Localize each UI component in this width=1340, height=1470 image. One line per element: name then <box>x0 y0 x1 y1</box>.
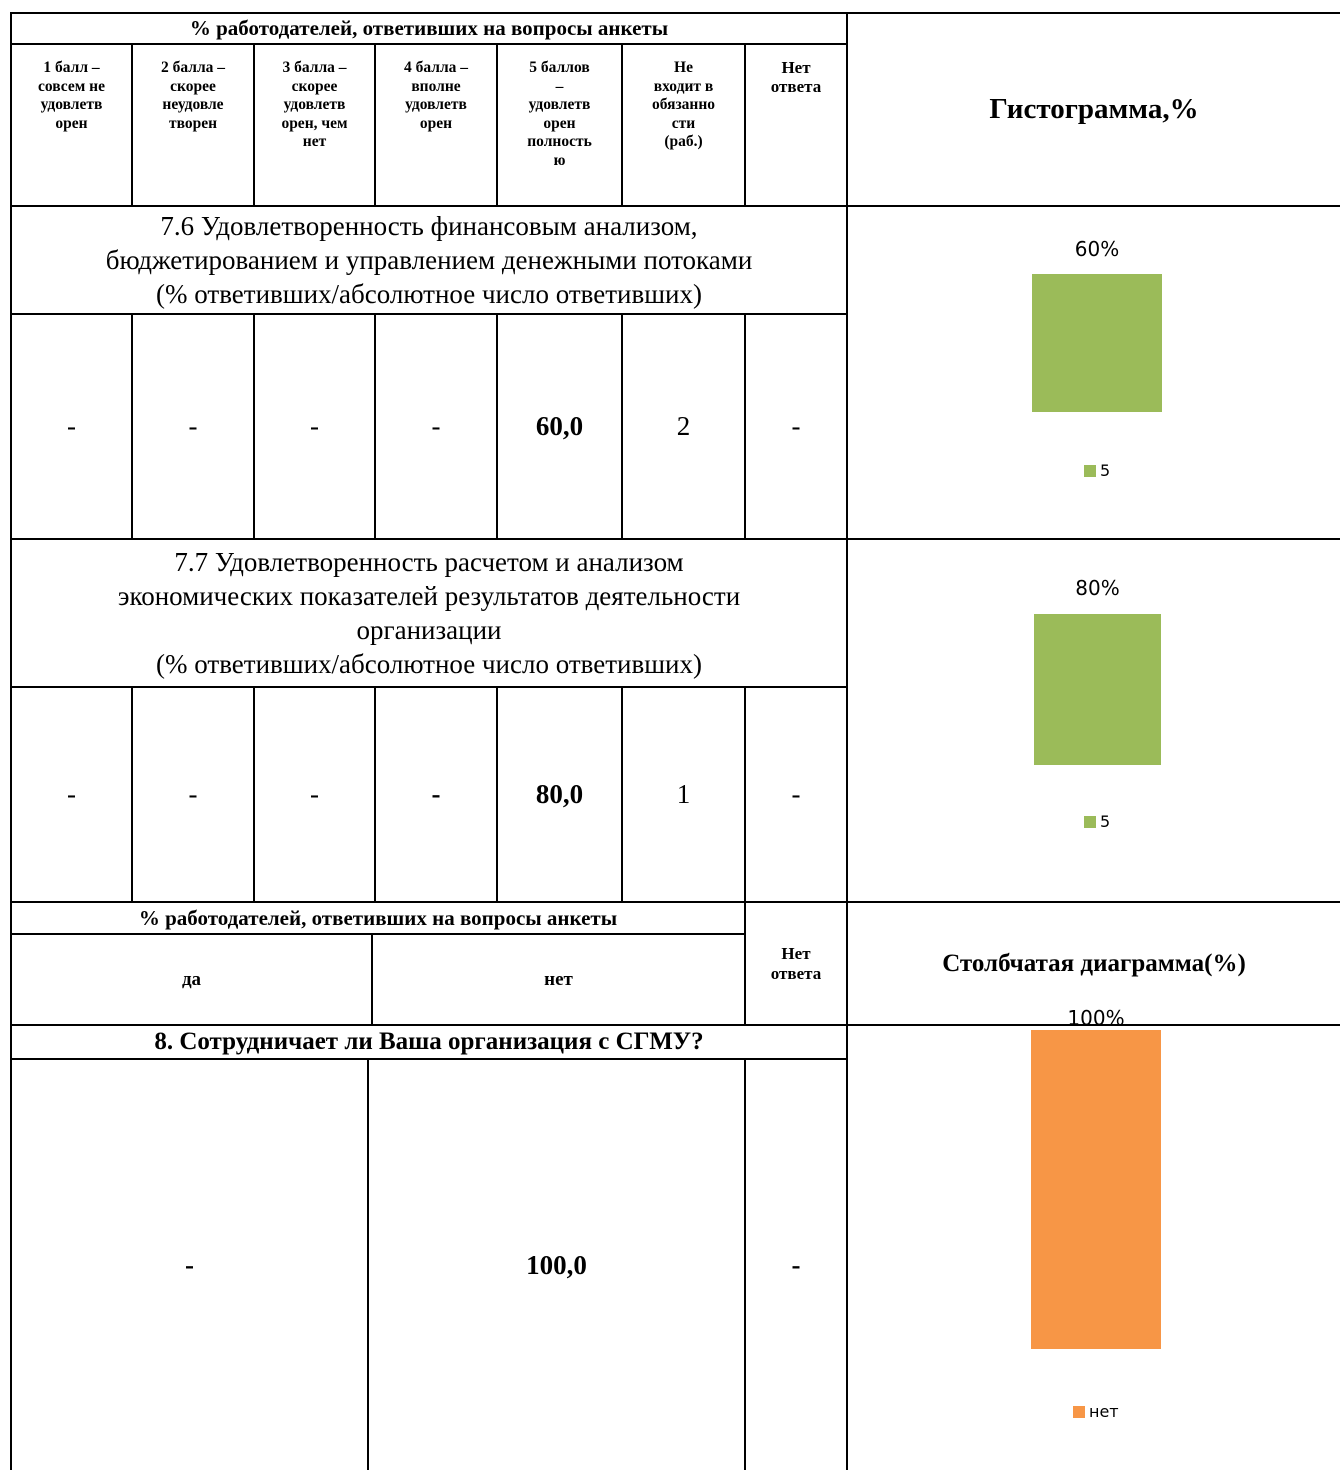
column-header-4: 4 балла – вполне удовлетв орен <box>403 59 469 132</box>
rule-header2-group <box>10 933 745 935</box>
chart-bar <box>1034 614 1161 765</box>
q76-value-2: - <box>188 411 198 441</box>
q76-value-1: - <box>67 411 76 441</box>
chart-data-label: 80% <box>1075 576 1120 600</box>
rule-q76-bottom <box>10 538 1340 540</box>
q76-value-6: 2 <box>676 411 691 441</box>
legend-swatch <box>1073 1405 1085 1418</box>
q76-value-3: - <box>310 411 319 441</box>
rule-col <box>496 313 498 538</box>
rule-header-group <box>10 43 847 45</box>
rule-col <box>744 1058 746 1470</box>
rule-q76-title <box>10 313 847 315</box>
rule-q77-bottom <box>10 901 1340 903</box>
rule-top <box>10 12 1340 14</box>
q77-value-3: - <box>310 779 319 809</box>
header2-group-title: % работодателей, ответивших на вопросы а… <box>138 905 618 930</box>
rule-col <box>496 686 498 901</box>
rule-col <box>744 313 746 538</box>
chart-legend: нет <box>1073 1402 1119 1421</box>
rule-col <box>253 686 255 901</box>
rule-col <box>253 43 255 205</box>
header-group-title: % работодателей, ответивших на вопросы а… <box>189 16 669 40</box>
rule-col <box>621 313 623 538</box>
column-header-6: Не входит в обязанно сти (раб.) <box>651 59 716 150</box>
q77-value-2: - <box>188 779 198 809</box>
chart-data-label: 60% <box>1074 237 1120 261</box>
rule-col <box>621 686 623 901</box>
q77-value-5: 80,0 <box>535 779 584 809</box>
q77-value-4: - <box>431 779 441 809</box>
chart-data-label: 100% <box>1067 1006 1125 1030</box>
rule-col <box>374 686 376 901</box>
chart-bar <box>1032 274 1162 412</box>
rule-q8-title <box>10 1058 847 1060</box>
column-header-no: нет <box>544 968 573 990</box>
rule-col <box>744 686 746 901</box>
rule-col <box>367 1058 369 1470</box>
legend-label: 5 <box>1100 461 1111 480</box>
q8-value-yes: - <box>185 1249 194 1280</box>
chart-legend: 5 <box>1084 812 1110 831</box>
column-header-2: 2 балла – скорее неудовле творен <box>160 59 226 132</box>
column-header-1: 1 балл – совсем не удовлетв орен <box>38 59 105 132</box>
q76-value-7: - <box>791 411 801 441</box>
rule-chart-divider <box>846 12 848 1470</box>
column-header-yes: да <box>181 968 202 990</box>
column-header-no-answer: Нет ответа <box>770 943 822 983</box>
legend-swatch <box>1084 815 1096 828</box>
chart2-column-title: Столбчатая диаграмма(%) <box>942 949 1246 977</box>
rule-col <box>131 43 133 205</box>
chart-legend: 5 <box>1084 461 1110 480</box>
q77-value-7: - <box>791 779 801 809</box>
q77-value-1: - <box>67 779 76 809</box>
rule-col <box>131 313 133 538</box>
legend-label: 5 <box>1100 812 1111 831</box>
rule-left <box>10 12 12 1470</box>
rule-col <box>744 901 746 1024</box>
rule-header-bottom <box>10 205 1340 207</box>
rule-col <box>374 43 376 205</box>
column-header-3: 3 балла – скорее удовлетв орен, чем нет <box>281 59 348 150</box>
q8-value-no-answer: - <box>791 1249 801 1280</box>
rule-col <box>371 933 373 1024</box>
rule-q77-title <box>10 686 847 688</box>
rule-col <box>496 43 498 205</box>
legend-swatch <box>1084 464 1096 477</box>
rule-col <box>621 43 623 205</box>
rule-col <box>131 686 133 901</box>
rule-col <box>253 313 255 538</box>
question-8-title: 8. Сотрудничает ли Ваша организация с СГ… <box>154 1028 704 1055</box>
question-7-6-title: 7.6 Удовлетворенность финансовым анализо… <box>105 211 753 309</box>
chart-column-title: Гистограмма,% <box>989 93 1199 125</box>
q76-value-4: - <box>431 411 441 441</box>
column-header-7: Нет ответа <box>770 58 822 96</box>
question-7-7-title: 7.7 Удовлетворенность расчетом и анализо… <box>117 547 741 679</box>
rule-header2-bottom <box>10 1024 1340 1026</box>
legend-label: нет <box>1089 1402 1119 1421</box>
q77-value-6: 1 <box>676 779 691 809</box>
q76-value-5: 60,0 <box>535 411 584 441</box>
q8-value-no: 100,0 <box>526 1249 587 1280</box>
column-header-5: 5 баллов – удовлетв орен полность ю <box>527 59 592 169</box>
chart-bar <box>1031 1030 1161 1349</box>
rule-col <box>744 43 746 205</box>
rule-col <box>374 313 376 538</box>
